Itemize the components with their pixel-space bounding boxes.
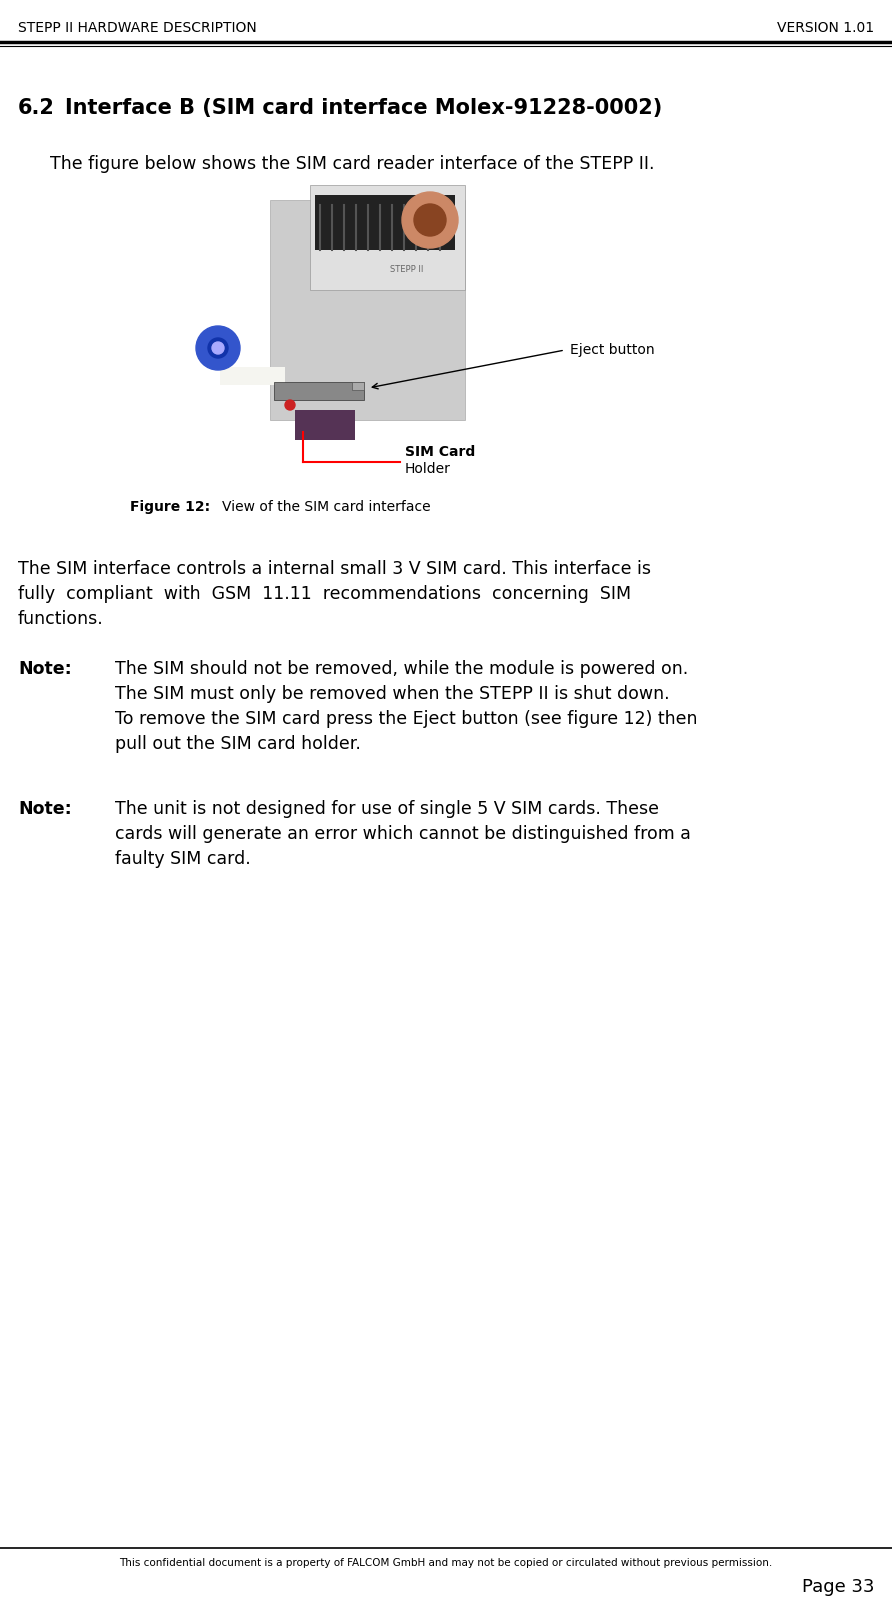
Text: The figure below shows the SIM card reader interface of the STEPP II.: The figure below shows the SIM card read… bbox=[50, 155, 655, 172]
FancyBboxPatch shape bbox=[270, 200, 465, 420]
Text: cards will generate an error which cannot be distinguished from a: cards will generate an error which canno… bbox=[115, 826, 691, 843]
Text: The SIM must only be removed when the STEPP II is shut down.: The SIM must only be removed when the ST… bbox=[115, 685, 670, 703]
Text: SIM Card: SIM Card bbox=[405, 446, 475, 458]
FancyBboxPatch shape bbox=[310, 185, 465, 291]
Text: pull out the SIM card holder.: pull out the SIM card holder. bbox=[115, 735, 361, 754]
Text: Page 33: Page 33 bbox=[802, 1578, 874, 1595]
Text: STEPP II: STEPP II bbox=[390, 265, 424, 275]
Text: faulty SIM card.: faulty SIM card. bbox=[115, 850, 251, 869]
Text: Figure 12:: Figure 12: bbox=[130, 500, 211, 514]
Text: STEPP II HARDWARE DESCRIPTION: STEPP II HARDWARE DESCRIPTION bbox=[18, 21, 257, 35]
Text: The SIM should not be removed, while the module is powered on.: The SIM should not be removed, while the… bbox=[115, 660, 689, 679]
Circle shape bbox=[196, 326, 240, 371]
Text: Note:: Note: bbox=[18, 660, 71, 679]
Text: The unit is not designed for use of single 5 V SIM cards. These: The unit is not designed for use of sing… bbox=[115, 800, 659, 818]
Text: Holder: Holder bbox=[405, 462, 450, 476]
Text: VERSION 1.01: VERSION 1.01 bbox=[777, 21, 874, 35]
Circle shape bbox=[212, 342, 224, 355]
FancyBboxPatch shape bbox=[220, 367, 285, 385]
Text: 6.2: 6.2 bbox=[18, 97, 55, 118]
Circle shape bbox=[208, 339, 228, 358]
FancyBboxPatch shape bbox=[352, 382, 364, 390]
Text: Eject button: Eject button bbox=[570, 343, 655, 358]
Circle shape bbox=[414, 204, 446, 236]
Circle shape bbox=[285, 399, 295, 410]
Text: To remove the SIM card press the Eject button (see figure 12) then: To remove the SIM card press the Eject b… bbox=[115, 711, 698, 728]
Text: Note:: Note: bbox=[18, 800, 71, 818]
Text: functions.: functions. bbox=[18, 610, 103, 628]
Text: Interface B (SIM card interface Molex-91228-0002): Interface B (SIM card interface Molex-91… bbox=[65, 97, 662, 118]
FancyBboxPatch shape bbox=[274, 382, 364, 399]
Text: View of the SIM card interface: View of the SIM card interface bbox=[222, 500, 431, 514]
Circle shape bbox=[402, 192, 458, 248]
Text: fully  compliant  with  GSM  11.11  recommendations  concerning  SIM: fully compliant with GSM 11.11 recommend… bbox=[18, 585, 632, 604]
FancyBboxPatch shape bbox=[295, 410, 355, 441]
Text: The SIM interface controls a internal small 3 V SIM card. This interface is: The SIM interface controls a internal sm… bbox=[18, 561, 651, 578]
Text: This confidential document is a property of FALCOM GmbH and may not be copied or: This confidential document is a property… bbox=[120, 1559, 772, 1568]
FancyBboxPatch shape bbox=[315, 195, 455, 251]
